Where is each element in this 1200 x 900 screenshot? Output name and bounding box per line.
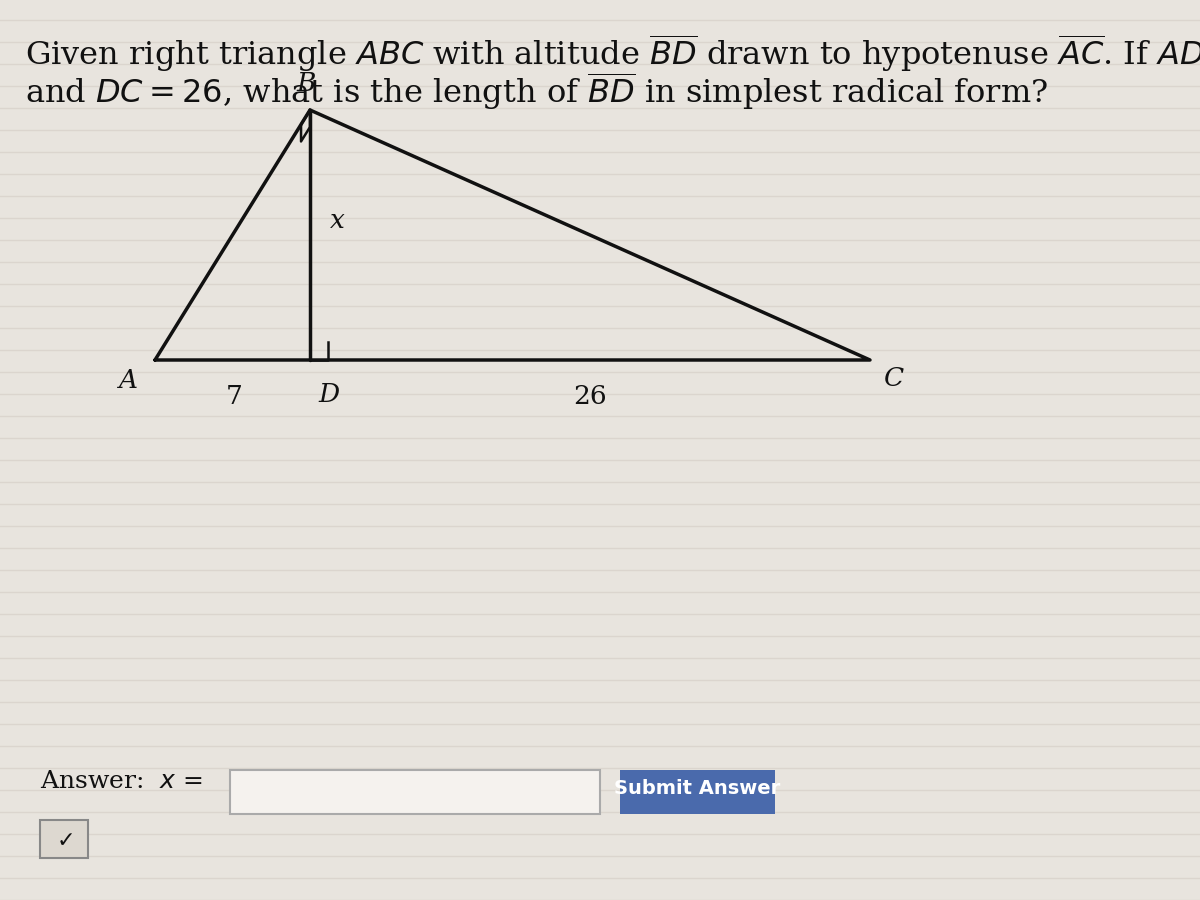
- Text: and $DC = 26$, what is the length of $\overline{BD}$ in simplest radical form?: and $DC = 26$, what is the length of $\o…: [25, 70, 1048, 112]
- Text: 26: 26: [574, 384, 607, 409]
- Text: $\checkmark$: $\checkmark$: [55, 829, 72, 849]
- Text: D: D: [318, 382, 340, 407]
- Text: x: x: [330, 208, 344, 232]
- Text: 7: 7: [226, 384, 242, 409]
- Text: A: A: [118, 368, 137, 393]
- Bar: [620, 770, 775, 814]
- Bar: [230, 770, 600, 814]
- Text: Submit Answer: Submit Answer: [614, 778, 781, 797]
- Bar: [40, 820, 88, 858]
- Text: B: B: [296, 71, 316, 96]
- Text: Answer:  $x$ =: Answer: $x$ =: [40, 770, 203, 794]
- Text: Given right triangle $ABC$ with altitude $\overline{BD}$ drawn to hypotenuse $\o: Given right triangle $ABC$ with altitude…: [25, 32, 1200, 74]
- Text: C: C: [884, 366, 904, 391]
